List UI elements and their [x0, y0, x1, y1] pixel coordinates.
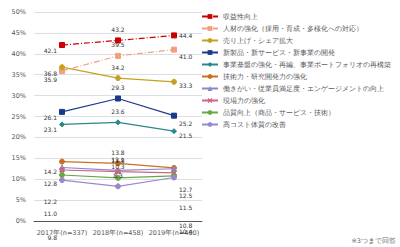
svg-text:15%: 15%	[12, 154, 26, 162]
svg-text:23.6: 23.6	[111, 108, 125, 115]
svg-text:11.8: 11.8	[111, 157, 125, 165]
svg-text:34.2: 34.2	[111, 64, 125, 71]
svg-text:26.1: 26.1	[44, 114, 58, 121]
svg-text:新製品・新サービス・新事業の開発: 新製品・新サービス・新事業の開発	[223, 49, 335, 57]
svg-text:12.2: 12.2	[44, 198, 58, 205]
svg-text:9.8: 9.8	[47, 234, 57, 241]
svg-text:10%: 10%	[12, 175, 26, 183]
svg-text:23.1: 23.1	[44, 126, 58, 133]
svg-text:41.0: 41.0	[179, 53, 193, 60]
svg-text:30%: 30%	[12, 92, 26, 100]
svg-text:人材の強化（採用・育成・多様化への対応）: 人材の強化（採用・育成・多様化への対応）	[223, 24, 363, 33]
svg-text:事業基盤の強化・再編、事業ポートフォリオの再構築: 事業基盤の強化・再編、事業ポートフォリオの再構築	[223, 61, 391, 69]
svg-text:25.2: 25.2	[179, 120, 193, 127]
svg-text:収益性向上: 収益性向上	[223, 13, 258, 21]
svg-text:36.8: 36.8	[44, 70, 58, 77]
svg-text:※3つまで回答: ※3つまで回答	[351, 237, 396, 245]
svg-text:8.3: 8.3	[113, 172, 123, 179]
svg-text:29.3: 29.3	[111, 84, 125, 91]
svg-text:25%: 25%	[12, 113, 26, 121]
svg-text:11.5: 11.5	[179, 204, 193, 211]
svg-text:35%: 35%	[12, 71, 26, 79]
svg-text:売り上げ・シェア拡大: 売り上げ・シェア拡大	[223, 37, 293, 45]
svg-text:2019年(n=400): 2019年(n=400)	[149, 229, 200, 237]
svg-text:5%: 5%	[16, 196, 26, 204]
svg-text:39.5: 39.5	[111, 41, 125, 48]
svg-text:44.4: 44.4	[179, 32, 193, 39]
svg-text:0%: 0%	[16, 217, 26, 225]
svg-text:働きがい・従業員満足度・エンゲージメントの向上: 働きがい・従業員満足度・エンゲージメントの向上	[223, 85, 384, 93]
svg-text:33.3: 33.3	[179, 82, 193, 89]
svg-text:35.9: 35.9	[44, 76, 58, 83]
svg-text:20%: 20%	[12, 133, 26, 141]
svg-text:43.2: 43.2	[111, 26, 125, 33]
svg-text:2018年(n=458): 2018年(n=458)	[93, 229, 144, 237]
svg-text:50%: 50%	[12, 8, 26, 16]
svg-text:現場力の強化: 現場力の強化	[223, 97, 265, 105]
svg-text:10.8: 10.8	[179, 221, 193, 229]
svg-text:14.2: 14.2	[44, 168, 58, 175]
svg-text:12.5: 12.5	[179, 192, 193, 199]
svg-text:高コスト体質の改善: 高コスト体質の改善	[223, 120, 286, 129]
svg-text:12.7: 12.7	[179, 185, 193, 193]
svg-text:40%: 40%	[12, 50, 26, 58]
svg-text:13.8: 13.8	[111, 149, 125, 156]
svg-text:12.8: 12.8	[44, 180, 58, 187]
svg-text:品質向上（商品・サービス・技術）: 品質向上（商品・サービス・技術）	[223, 109, 335, 117]
svg-text:2017年(n=337): 2017年(n=337)	[37, 229, 88, 237]
svg-text:10.3: 10.3	[111, 163, 125, 170]
svg-text:技術力・研究開発力の強化: 技術力・研究開発力の強化	[222, 73, 307, 81]
svg-text:21.5: 21.5	[179, 132, 193, 139]
svg-text:45%: 45%	[12, 29, 26, 37]
svg-text:11.0: 11.0	[44, 210, 58, 217]
svg-text:42.1: 42.1	[44, 47, 58, 54]
svg-text:10.4: 10.4	[179, 228, 193, 235]
